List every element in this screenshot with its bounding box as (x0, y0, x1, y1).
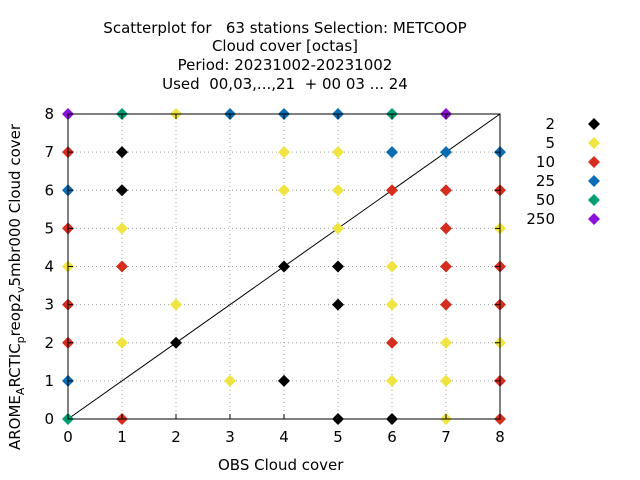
data-point-5 (386, 260, 398, 273)
data-point-5 (224, 374, 236, 387)
data-point-5 (278, 184, 290, 197)
data-point-5 (116, 222, 128, 235)
legend-label-50: 50 (535, 191, 555, 209)
legend-markers (588, 118, 600, 225)
legend-marker-10 (588, 156, 600, 168)
data-point-25 (440, 146, 452, 159)
data-point-5 (332, 184, 344, 197)
data-point-2 (116, 146, 128, 159)
data-point-2 (170, 336, 182, 349)
y-label-sub-2: p (14, 336, 27, 344)
y-axis-label: AROMEARCTICpreop2v5mbr000 Cloud cover (6, 124, 27, 450)
y-label-part-4: 5mbr000 Cloud cover (6, 123, 24, 287)
chart-title-line-2: Cloud cover [octas] (211, 37, 359, 55)
data-point-10 (440, 260, 452, 273)
x-tick-label: 1 (117, 428, 127, 446)
x-tick-label: 8 (495, 428, 505, 446)
data-point-2 (278, 374, 290, 387)
data-points (62, 108, 506, 425)
legend-label-5: 5 (545, 134, 555, 152)
y-tick-label: 5 (44, 219, 54, 237)
x-tick-label: 3 (225, 428, 235, 446)
legend-marker-5 (588, 137, 600, 149)
data-point-5 (170, 298, 182, 311)
x-tick-label: 0 (63, 428, 73, 446)
y-tick-label: 7 (44, 143, 54, 161)
data-point-25 (386, 146, 398, 159)
y-label-part-2: RCTIC (6, 343, 24, 388)
data-point-2 (332, 298, 344, 311)
x-tick-label: 5 (333, 428, 343, 446)
y-label-sub-1: A (14, 387, 27, 396)
legend-label-250: 250 (526, 210, 555, 228)
x-tick-label: 7 (441, 428, 451, 446)
data-point-10 (386, 184, 398, 197)
data-point-5 (332, 146, 344, 159)
y-tick-label: 6 (44, 181, 54, 199)
legend-label-2: 2 (545, 115, 555, 133)
y-tick-label: 2 (44, 334, 54, 352)
x-tick-label: 6 (387, 428, 397, 446)
data-point-10 (386, 336, 398, 349)
data-point-10 (440, 298, 452, 311)
data-point-5 (386, 374, 398, 387)
data-point-5 (278, 146, 290, 159)
data-point-5 (440, 336, 452, 349)
x-tick-label: 4 (279, 428, 289, 446)
data-point-2 (278, 260, 290, 273)
data-point-5 (440, 374, 452, 387)
x-axis-label: OBS Cloud cover (218, 456, 344, 474)
y-tick-label: 0 (44, 410, 54, 428)
y-tick-label: 8 (44, 105, 54, 123)
axis-ticks: 0 1 2 3 4 5 6 7 8 0 1 2 3 4 5 6 7 8 (44, 105, 504, 446)
chart-title-line-3: Period: 20231002-20231002 (177, 56, 393, 74)
legend-marker-2 (588, 118, 600, 130)
data-point-5 (116, 336, 128, 349)
y-label-part-3: reop2 (6, 293, 24, 337)
legend-label-10: 10 (535, 153, 555, 171)
y-label-part-1: AROME (6, 395, 24, 450)
chart-title-line-4: Used 00,03,...,21 + 00 03 ... 24 (162, 75, 408, 93)
data-point-10 (116, 260, 128, 273)
legend-label-25: 25 (535, 172, 555, 190)
data-point-2 (116, 184, 128, 197)
chart-title-line-1: Scatterplot for 63 stations Selection: M… (103, 19, 467, 37)
data-point-2 (332, 260, 344, 273)
legend-marker-25 (588, 175, 600, 187)
x-tick-label: 2 (171, 428, 181, 446)
y-label-sub-3: v (14, 286, 27, 294)
y-tick-label: 4 (44, 258, 54, 276)
y-tick-label: 3 (44, 296, 54, 314)
data-point-10 (440, 184, 452, 197)
legend-marker-50 (588, 194, 600, 206)
data-point-10 (440, 222, 452, 235)
data-point-5 (386, 298, 398, 311)
legend-marker-250 (588, 213, 600, 225)
y-tick-label: 1 (44, 372, 54, 390)
data-point-5 (332, 222, 344, 235)
